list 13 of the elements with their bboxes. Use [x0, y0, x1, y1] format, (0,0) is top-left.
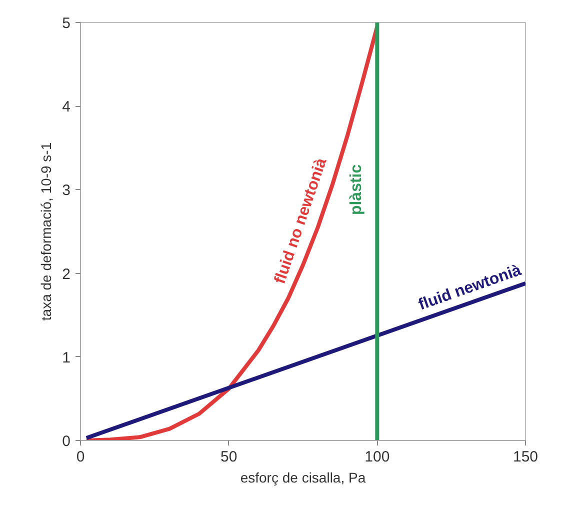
y-axis-title: taxa de deformació, 10-9 s-1: [38, 142, 54, 321]
y-tick-label: 2: [62, 266, 70, 283]
y-tick-label: 3: [62, 182, 70, 200]
x-tick-label: 150: [512, 448, 538, 466]
y-tick-label: 0: [62, 433, 70, 450]
y-tick-label: 1: [62, 349, 70, 366]
x-tick-label: 50: [220, 448, 238, 466]
x-axis-title: esforç de cisalla, Pa: [240, 470, 366, 486]
y-tick-label: 4: [62, 98, 70, 116]
x-tick-label: 0: [76, 448, 85, 466]
text: plàstic: [348, 164, 366, 216]
x-tick-label: 100: [364, 448, 390, 466]
y-tick-label: 5: [62, 15, 70, 32]
